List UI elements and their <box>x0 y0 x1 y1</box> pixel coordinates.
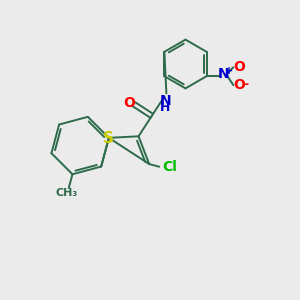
Text: O: O <box>233 60 245 74</box>
Text: N: N <box>218 68 229 81</box>
Text: N: N <box>159 94 171 107</box>
Text: CH₃: CH₃ <box>56 188 78 198</box>
Text: Cl: Cl <box>162 160 177 175</box>
Text: O: O <box>233 78 245 92</box>
Text: -: - <box>243 78 248 91</box>
Text: O: O <box>123 96 135 110</box>
Text: S: S <box>103 130 114 146</box>
Text: +: + <box>225 66 233 76</box>
Text: H: H <box>160 100 170 114</box>
